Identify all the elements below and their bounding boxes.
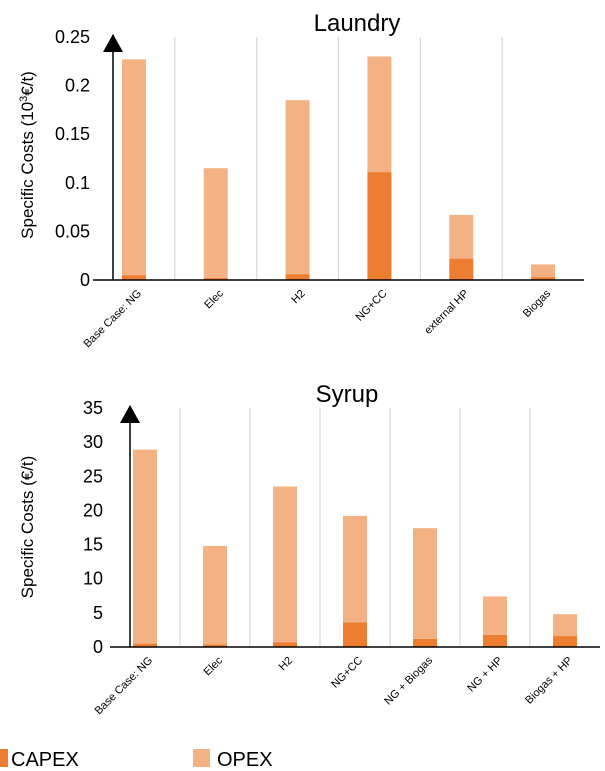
bar-capex-0 [121, 275, 146, 280]
bar-capex-1 [203, 644, 227, 647]
y-axis-arrow [103, 34, 123, 52]
x-tick-label: Biogas [521, 287, 554, 320]
x-tick-label: external HP [422, 288, 471, 337]
y-tick-label: 0.25 [55, 27, 90, 47]
bar-opex-3 [343, 515, 367, 623]
y-tick-label: 0.1 [65, 173, 90, 193]
bar-capex-2 [273, 642, 297, 647]
legend-swatch-capex [0, 749, 8, 767]
bar-capex-3 [367, 172, 392, 280]
x-tick-label: NG + Biogas [382, 654, 435, 707]
x-tick-label: NG+CC [354, 288, 390, 324]
chart-title: Laundry [314, 10, 401, 37]
bar-opex-0 [133, 449, 157, 644]
y-tick-label: 20 [83, 500, 103, 520]
bar-capex-4 [413, 638, 437, 647]
syrup-chart: Syrup Specific Costs (€/t) 0 5 10 15 20 25 30 3… [18, 381, 600, 717]
bar-opex-5 [483, 596, 507, 635]
y-axis-arrow [120, 405, 140, 423]
bar-capex-6 [553, 636, 577, 647]
chart-title: Syrup [316, 381, 379, 408]
y-tick-label: 5 [93, 603, 103, 623]
bar-opex-1 [203, 168, 228, 279]
x-tick-label: H2 [277, 655, 295, 673]
x-tick-label: H2 [289, 288, 307, 306]
x-tick-label: Base Case: NG [93, 655, 156, 718]
y-tick-label: 35 [83, 398, 103, 418]
y-tick-label: 0.2 [65, 76, 90, 96]
y-tick-label: 10 [83, 569, 103, 589]
y-tick-label: 0 [93, 637, 103, 657]
bar-capex-5 [483, 634, 507, 647]
bar-opex-6 [553, 614, 577, 637]
bar-opex-4 [413, 528, 437, 639]
bar-capex-4 [449, 258, 474, 280]
y-tick-label: 0.05 [55, 221, 90, 241]
bar-opex-0 [121, 59, 146, 276]
y-tick-label: 25 [83, 466, 103, 486]
y-tick-label: 0.15 [55, 124, 90, 144]
bar-capex-2 [285, 274, 310, 280]
bar-capex-0 [133, 643, 157, 647]
x-tick-label: NG+CC [329, 655, 365, 691]
y-tick-label: 15 [83, 535, 103, 555]
bar-opex-4 [449, 214, 474, 259]
bar-opex-5 [531, 264, 556, 278]
bar-opex-2 [285, 100, 310, 275]
legend-swatch-opex [193, 749, 210, 767]
legend-label-capex: CAPEX [11, 749, 79, 771]
y-tick-label: 30 [83, 432, 103, 452]
bar-opex-1 [203, 545, 227, 645]
bar-opex-3 [367, 56, 392, 173]
bar-capex-5 [531, 277, 556, 280]
y-tick-label: 0 [80, 270, 90, 290]
x-tick-label: Base Case: NG [82, 288, 145, 351]
x-tick-label: NG + HP [465, 655, 505, 695]
bar-capex-1 [203, 278, 228, 280]
legend-label-opex: OPEX [217, 749, 273, 771]
bar-capex-3 [343, 622, 367, 647]
legend: CAPEX OPEX [0, 749, 273, 771]
y-axis-label: Specific Costs (103€/t) [18, 71, 37, 239]
y-axis-label: Specific Costs (€/t) [18, 456, 37, 599]
bar-opex-2 [273, 486, 297, 643]
x-tick-label: Elec [202, 287, 226, 311]
x-tick-label: Elec [201, 654, 225, 678]
x-tick-label: Biogas + HP [523, 655, 575, 707]
laundry-chart: Laundry Specific Costs (103€/t) 0 0.05 0.1… [18, 10, 584, 350]
